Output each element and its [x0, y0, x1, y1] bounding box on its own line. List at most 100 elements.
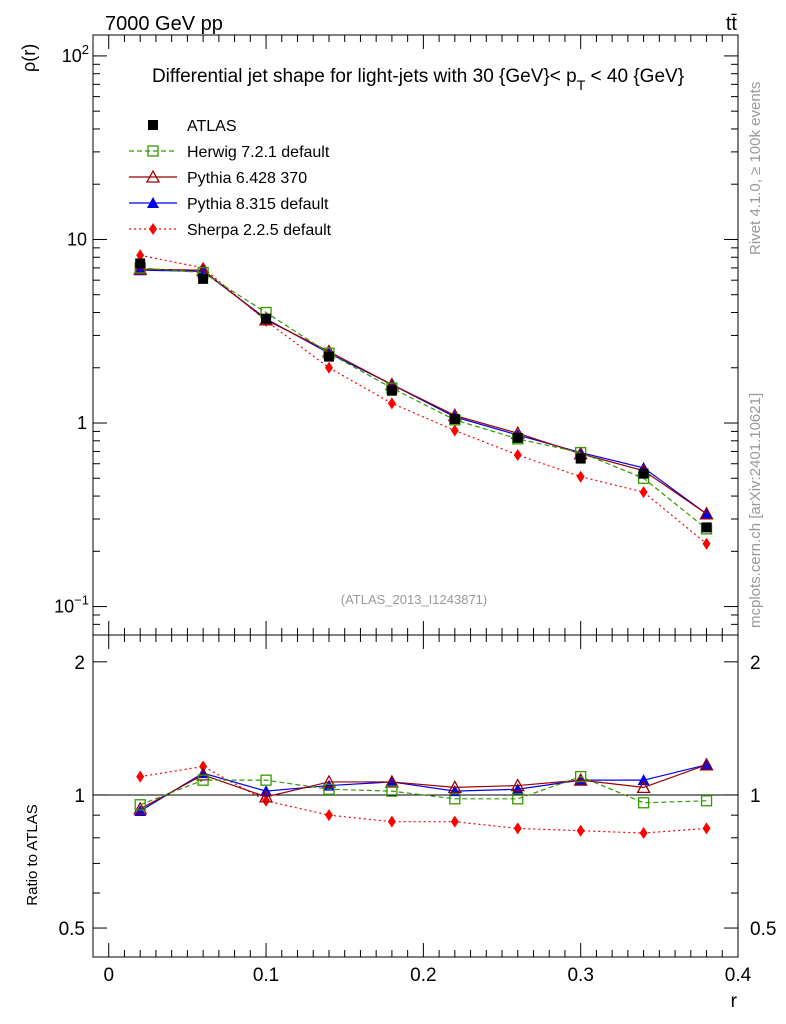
ratio-y-tick-label: 0.5: [59, 919, 85, 940]
main-y-tick-label: 10: [67, 229, 87, 249]
main-atlas-point: [261, 313, 272, 324]
x-tick-label: 0.3: [567, 965, 593, 986]
ratio-sherpa-point: [576, 824, 585, 837]
chart-title-subscript: T: [577, 77, 586, 93]
ratio-sherpa-point: [199, 760, 208, 773]
main-y-tick-label: 10−1: [54, 593, 89, 617]
main-atlas-point: [575, 453, 586, 464]
main-sherpa-point: [702, 537, 711, 550]
legend-label-atlas: ATLAS: [187, 118, 237, 135]
main-y-tick-label: 102: [62, 42, 89, 66]
ratio-herwig-point: [637, 797, 650, 809]
ratio-pythia8-line: [139, 764, 707, 812]
main-atlas-point: [386, 385, 397, 396]
ratio-herwig-point: [449, 793, 461, 805]
main-atlas-point: [135, 258, 146, 269]
main-sherpa-point: [576, 470, 585, 483]
ratio-pythia8-point: [637, 774, 650, 786]
main-atlas-point: [701, 522, 712, 533]
ratio-pythia6-point: [510, 778, 525, 792]
ratio-pythia6-point: [321, 774, 337, 788]
ratio-herwig-point: [260, 774, 272, 786]
ratio-pythia6-point: [447, 780, 462, 794]
main-herwig-line: [140, 267, 707, 530]
ratio-herwig-point: [323, 783, 335, 795]
main-axis-ticks: 10−1 1 10 102: [54, 35, 739, 636]
main-sherpa-point: [639, 486, 648, 499]
legend-label-sherpa: Sherpa 2.2.5 default: [187, 222, 332, 239]
ratio-pythia6-point: [384, 774, 399, 788]
ratio-y-tick-label: 2: [74, 653, 85, 674]
legend: ATLAS Herwig 7.2.1 default Pythia 6.428 37…: [129, 118, 332, 239]
main-y-axis-label: ρ(r): [19, 44, 39, 72]
chart-title-main: Differential jet shape for light-jets wi…: [152, 66, 577, 87]
header-energy-label: 7000 GeV pp: [105, 13, 223, 35]
x-tick-label: 0: [103, 965, 114, 986]
ratio-y-tick-label-right: 2: [750, 653, 761, 674]
ratio-pythia6-point: [699, 757, 714, 771]
header-process-label: tt̄: [726, 13, 738, 35]
legend-marker-atlas: [148, 120, 158, 130]
ratio-pythia8-point: [322, 779, 335, 791]
x-axis-label: r: [731, 991, 738, 1012]
chart-title: Differential jet shape for light-jets wi…: [152, 66, 684, 93]
ratio-y-tick-label: 1: [74, 786, 85, 807]
ratio-sherpa-point: [136, 770, 145, 783]
main-pythia8-line: [140, 269, 707, 515]
legend-label-pythia6: Pythia 6.428 370: [187, 170, 307, 187]
main-atlas-point: [449, 414, 460, 425]
ratio-series-group: [133, 757, 714, 840]
ratio-pythia8-point: [134, 804, 147, 816]
ratio-y-tick-label-right: 0.5: [750, 919, 776, 940]
main-atlas-point: [638, 468, 649, 479]
mcplots-label: mcplots.cern.ch [arXiv:2401.10621]: [747, 393, 764, 628]
x-tick-label: 0.4: [725, 965, 752, 986]
ratio-pythia6-point: [133, 801, 148, 815]
ratio-herwig-point: [575, 770, 587, 783]
legend-label-pythia8: Pythia 8.315 default: [187, 196, 329, 213]
ratio-herwig-point: [386, 785, 398, 797]
legend-marker-sherpa: [149, 223, 157, 235]
main-pythia6-line: [140, 268, 707, 515]
main-series-group: [133, 249, 714, 550]
main-y-tick-label: 1: [77, 413, 87, 433]
chart-title-tail: < 40 {GeV}: [585, 66, 684, 87]
legend-marker-herwig: [147, 145, 159, 157]
main-sherpa-point: [387, 397, 396, 410]
ratio-sherpa-point: [702, 822, 711, 835]
ratio-sherpa-point: [450, 815, 459, 828]
ratio-pythia6-point: [573, 772, 588, 786]
main-sherpa-point: [136, 249, 145, 262]
legend-marker-pythia8: [147, 197, 159, 208]
ratio-sherpa-line: [140, 765, 707, 834]
main-atlas-point: [323, 351, 334, 362]
ratio-sherpa-point: [639, 827, 648, 840]
ratio-sherpa-point: [513, 822, 522, 835]
ratio-y-tick-label-right: 1: [750, 786, 761, 807]
ratio-plot-frame: [92, 634, 739, 958]
ratio-sherpa-point: [387, 815, 396, 828]
ratio-sherpa-point: [324, 809, 333, 822]
main-pythia6-point: [699, 506, 714, 520]
main-sherpa-point: [450, 424, 459, 437]
ratio-pythia8-point: [700, 758, 713, 770]
ratio-pythia6-line: [139, 764, 707, 810]
rivet-version-label: Rivet 4.1.0, ≥ 100k events: [747, 82, 764, 255]
ratio-y-axis-label: Ratio to ATLAS: [24, 804, 41, 905]
legend-label-herwig: Herwig 7.2.1 default: [187, 144, 330, 161]
x-tick-label: 0.1: [253, 965, 279, 986]
ratio-herwig-point: [700, 795, 713, 807]
main-atlas-point: [512, 432, 523, 443]
ratio-herwig-line: [139, 775, 707, 806]
ratio-herwig-point: [512, 793, 524, 805]
analysis-watermark: (ATLAS_2013_I1243871): [341, 592, 487, 607]
ratio-sherpa-point: [262, 794, 271, 807]
ratio-pythia6-point: [636, 780, 651, 794]
ratio-herwig-point: [197, 774, 209, 786]
ratio-pythia6-point: [258, 789, 274, 803]
ratio-pythia8-point: [511, 783, 524, 795]
main-sherpa-point: [324, 361, 333, 374]
ratio-herwig-point: [134, 799, 146, 811]
x-tick-label: 0.2: [410, 965, 436, 986]
